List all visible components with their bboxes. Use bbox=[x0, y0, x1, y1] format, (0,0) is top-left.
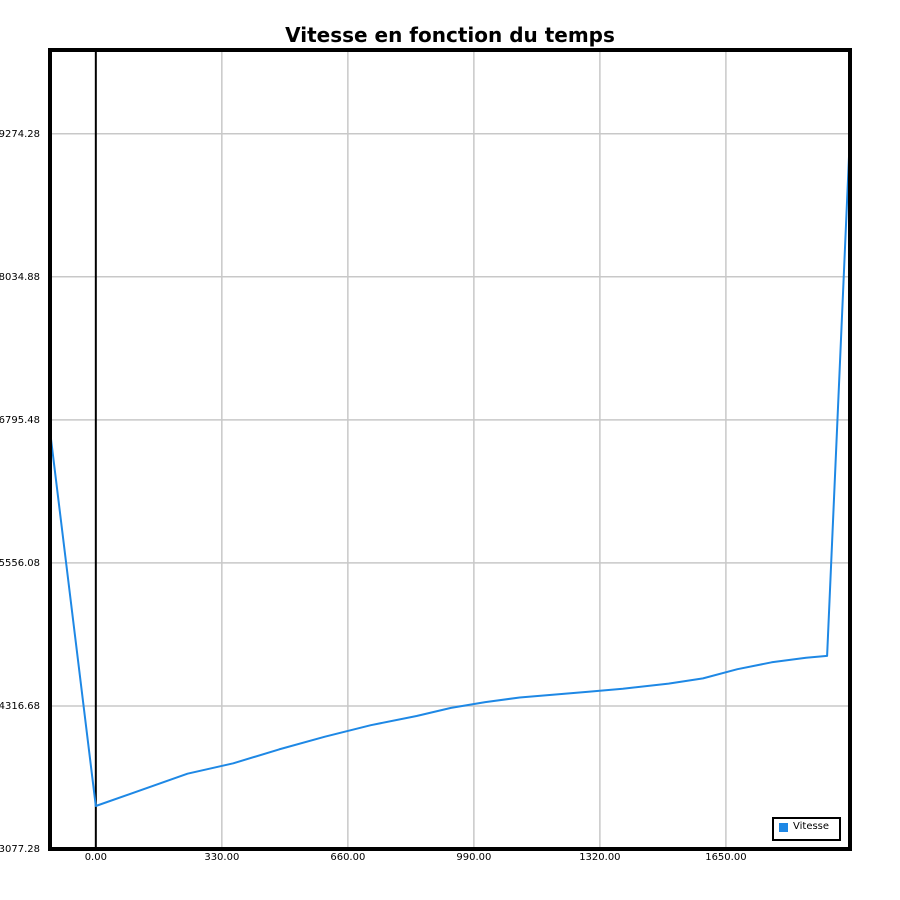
x-axis-ticks: 0.00 330.00 660.00 990.00 1320.00 1650.00 bbox=[85, 852, 747, 863]
series-layer bbox=[49, 133, 851, 807]
legend[interactable]: Vitesse bbox=[772, 817, 841, 841]
x-tick-label: 1650.00 bbox=[705, 852, 746, 863]
x-tick-label: 0.00 bbox=[85, 852, 107, 863]
x-tick-label: 990.00 bbox=[456, 852, 491, 863]
plot-frame bbox=[48, 48, 852, 851]
y-tick-label: 5556.08 bbox=[0, 558, 40, 569]
y-axis-ticks: 3077.28 4316.68 5556.08 6795.48 8034.88 9274.… bbox=[0, 129, 40, 855]
legend-label-vitesse: Vitesse bbox=[793, 821, 829, 832]
legend-box bbox=[772, 817, 841, 841]
y-tick-label: 8034.88 bbox=[0, 272, 40, 283]
y-tick-label: 3077.28 bbox=[0, 844, 40, 855]
x-tick-label: 330.00 bbox=[204, 852, 239, 863]
series-line-vitesse bbox=[49, 133, 851, 807]
chart-title: Vitesse en fonction du temps bbox=[285, 23, 615, 47]
legend-swatch-vitesse bbox=[779, 823, 788, 832]
x-tick-label: 660.00 bbox=[330, 852, 365, 863]
y-tick-label: 6795.48 bbox=[0, 415, 40, 426]
x-tick-label: 1320.00 bbox=[579, 852, 620, 863]
grid bbox=[50, 50, 850, 849]
y-tick-label: 4316.68 bbox=[0, 701, 40, 712]
y-tick-label: 9274.28 bbox=[0, 129, 40, 140]
